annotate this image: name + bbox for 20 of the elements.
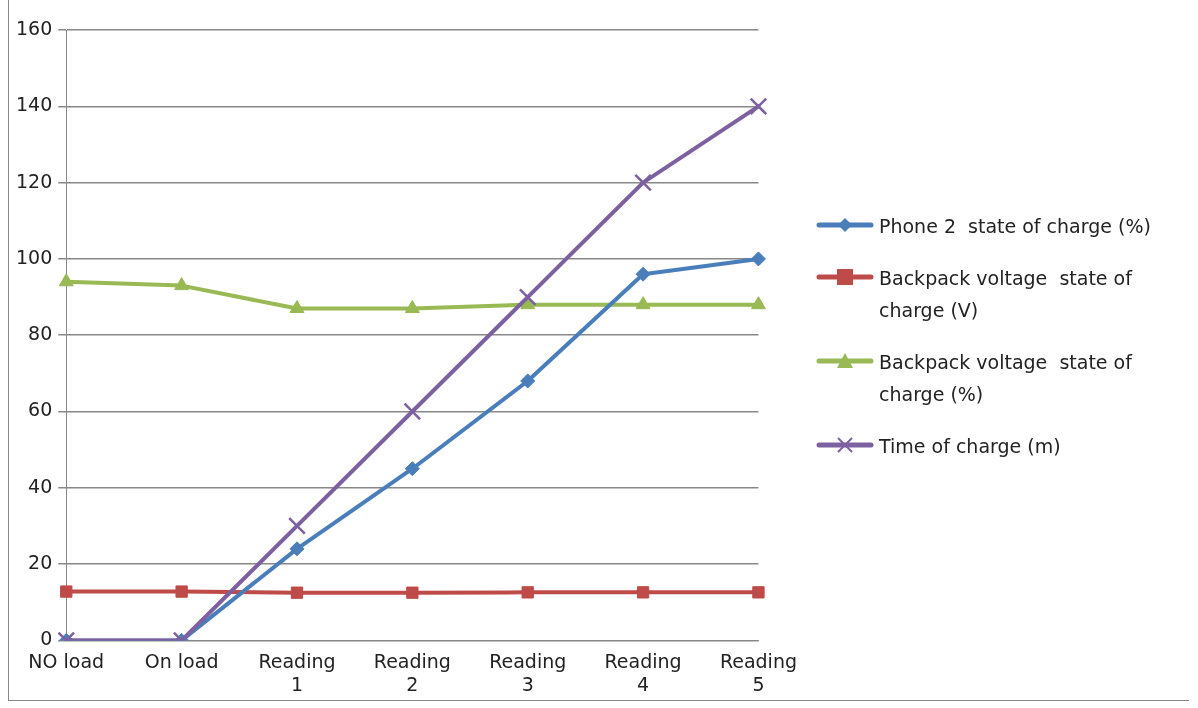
y-tick-label: 160 [16,16,53,39]
x-tick-label: NO load [28,649,105,672]
legend-label: Time of charge (m) [879,434,1061,459]
legend-label: Backpack voltage state of charge (%) [879,350,1134,407]
y-tick-label: 120 [16,169,53,192]
y-tick-label: 80 [28,322,53,345]
legend-label: Backpack voltage state of charge (V) [879,266,1134,323]
y-tick-label: 40 [28,474,53,497]
x-tick-label: Reading 1 [258,649,336,695]
legend-label: Phone 2 state of charge (%) [879,214,1151,239]
x-tick-label: Reading 3 [489,649,567,695]
y-tick-label: 0 [40,627,53,650]
x-tick-label: On load [144,649,219,672]
y-tick-label: 60 [28,398,53,421]
x-tick-label: Reading 5 [719,649,797,695]
y-tick-label: 100 [16,245,53,268]
y-tick-label: 140 [16,93,53,116]
x-tick-label: Reading 4 [604,649,682,695]
x-tick-label: Reading 2 [373,649,451,695]
y-tick-label: 20 [28,551,53,574]
